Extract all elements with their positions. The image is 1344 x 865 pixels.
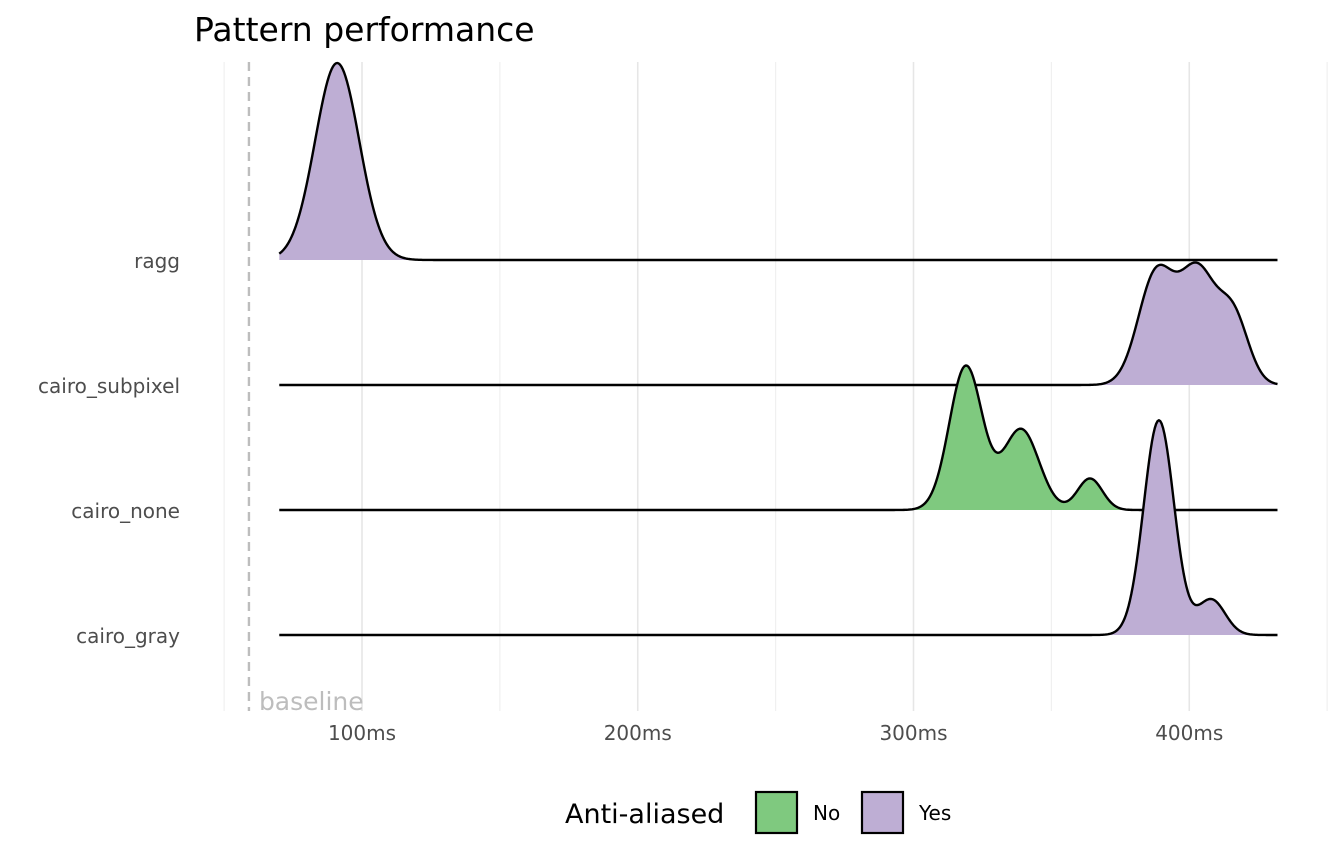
ridge-cairo_none bbox=[279, 364, 1278, 512]
y-axis-labels: ragg cairo_subpixel cairo_none cairo_gray bbox=[38, 249, 180, 648]
legend-key-no bbox=[754, 790, 799, 835]
ridge-fill bbox=[913, 365, 1124, 510]
ridge-fill bbox=[1101, 262, 1278, 385]
ridge-ragg bbox=[278, 61, 1278, 262]
x-axis-labels: 100ms 200ms 300ms 400ms bbox=[328, 721, 1223, 745]
ridge-cairo_gray bbox=[279, 419, 1278, 637]
ridge-outline bbox=[279, 419, 1278, 637]
ridge-outline bbox=[279, 364, 1278, 512]
y-tick-label: cairo_gray bbox=[76, 624, 180, 648]
chart-title: Pattern performance bbox=[194, 10, 535, 49]
legend: Anti-aliased No Yes bbox=[565, 790, 951, 835]
ridge-cairo_subpixel bbox=[279, 261, 1278, 387]
y-tick-label: cairo_none bbox=[71, 499, 180, 523]
legend-title: Anti-aliased bbox=[565, 799, 724, 830]
legend-key-yes bbox=[860, 790, 905, 835]
legend-label: No bbox=[813, 801, 840, 825]
legend-label: Yes bbox=[918, 801, 951, 825]
x-tick-label: 400ms bbox=[1155, 721, 1223, 745]
ridge-outline bbox=[278, 61, 1278, 262]
y-tick-label: ragg bbox=[134, 249, 180, 273]
baseline-label: baseline bbox=[259, 687, 364, 716]
ridge-fill bbox=[279, 63, 411, 260]
x-tick-label: 300ms bbox=[879, 721, 947, 745]
ridge-outline bbox=[279, 261, 1278, 387]
x-tick-label: 100ms bbox=[328, 721, 396, 745]
y-tick-label: cairo_subpixel bbox=[38, 374, 180, 398]
ridges bbox=[278, 61, 1278, 637]
x-tick-label: 200ms bbox=[604, 721, 672, 745]
baseline-marker: baseline bbox=[247, 62, 364, 716]
ridge-fill bbox=[1109, 420, 1249, 635]
